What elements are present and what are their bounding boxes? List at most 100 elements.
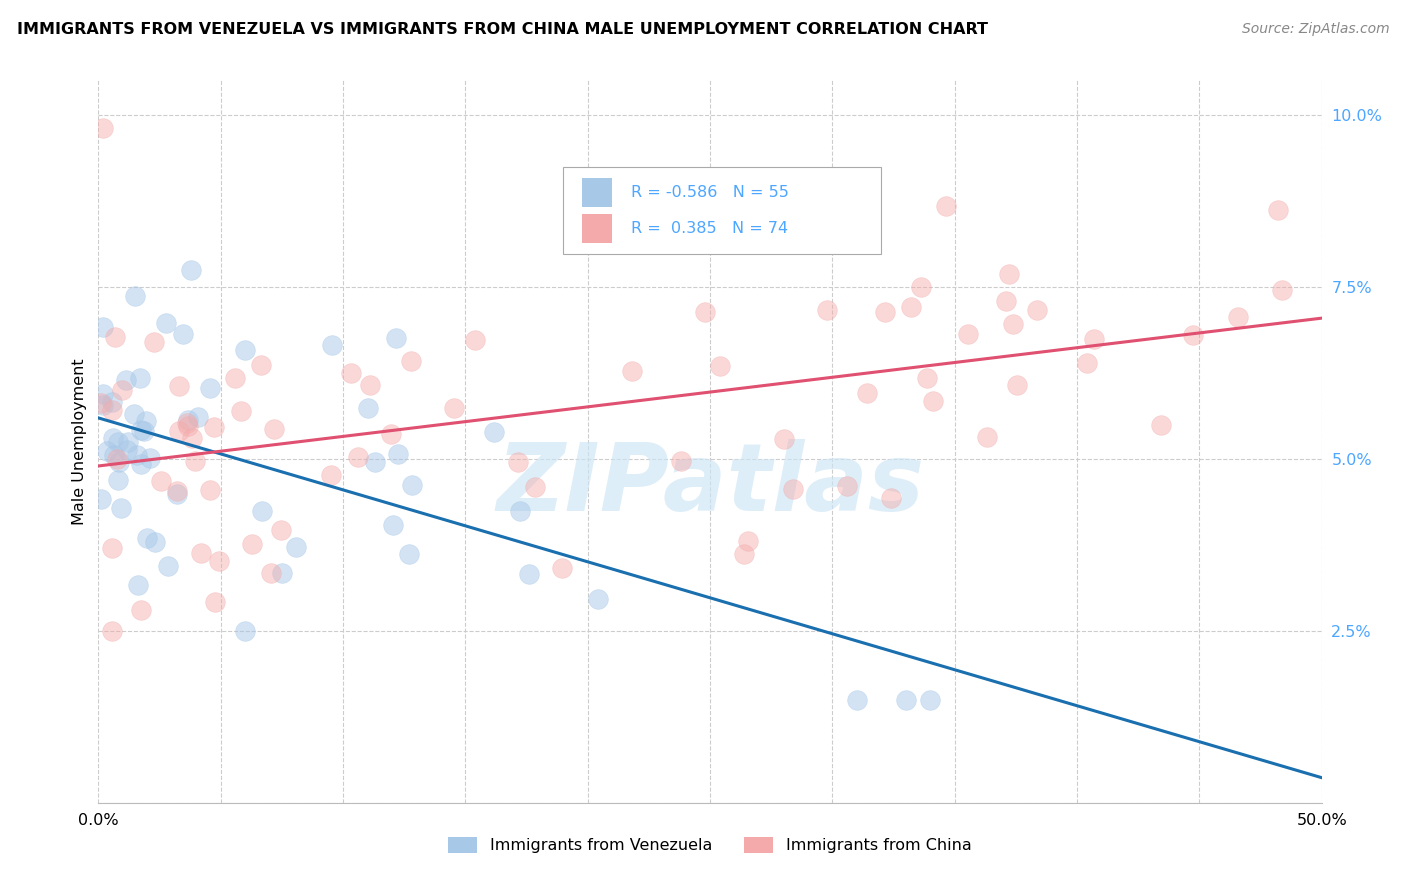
- Point: [204, 595, 226, 609]
- Point: [263, 422, 285, 436]
- Point: [894, 692, 917, 706]
- Point: [837, 479, 859, 493]
- Point: [856, 386, 879, 401]
- Point: [176, 416, 198, 430]
- Point: [101, 541, 124, 556]
- Point: [150, 475, 173, 489]
- Point: [956, 327, 979, 342]
- Point: [845, 692, 868, 706]
- Legend: Immigrants from Venezuela, Immigrants from China: Immigrants from Venezuela, Immigrants fr…: [441, 830, 979, 860]
- Point: [1025, 303, 1047, 318]
- Point: [101, 624, 124, 638]
- Point: [115, 442, 138, 457]
- Point: [90, 395, 112, 409]
- Point: [1076, 356, 1098, 370]
- Point: [671, 454, 693, 468]
- Point: [235, 624, 257, 639]
- Point: [198, 381, 221, 395]
- Point: [101, 394, 124, 409]
- Point: [103, 448, 125, 462]
- Text: IMMIGRANTS FROM VENEZUELA VS IMMIGRANTS FROM CHINA MALE UNEMPLOYMENT CORRELATION: IMMIGRANTS FROM VENEZUELA VS IMMIGRANTS …: [17, 22, 988, 37]
- Point: [737, 534, 759, 549]
- Text: Source: ZipAtlas.com: Source: ZipAtlas.com: [1241, 22, 1389, 37]
- Point: [385, 331, 408, 345]
- Point: [202, 420, 225, 434]
- Point: [184, 454, 207, 468]
- Point: [321, 338, 343, 352]
- Point: [399, 354, 422, 368]
- Point: [621, 364, 644, 378]
- Point: [155, 316, 177, 330]
- Point: [96, 443, 118, 458]
- Point: [340, 366, 363, 380]
- Point: [91, 398, 114, 412]
- Point: [482, 425, 505, 439]
- Point: [156, 559, 179, 574]
- Point: [259, 566, 281, 581]
- Point: [91, 387, 114, 401]
- Point: [115, 373, 138, 387]
- Point: [381, 517, 404, 532]
- Point: [107, 473, 129, 487]
- Point: [190, 546, 212, 560]
- Point: [401, 477, 423, 491]
- Point: [167, 378, 190, 392]
- Point: [900, 300, 922, 314]
- Point: [107, 434, 129, 449]
- Point: [270, 566, 292, 580]
- Bar: [582, 214, 612, 243]
- Point: [508, 455, 530, 469]
- Point: [817, 302, 839, 317]
- Point: [398, 547, 420, 561]
- Point: [994, 293, 1017, 308]
- Point: [110, 501, 132, 516]
- Point: [101, 430, 124, 444]
- Point: [129, 423, 152, 437]
- Point: [136, 531, 159, 545]
- Point: [166, 483, 188, 498]
- Point: [464, 333, 486, 347]
- Point: [177, 413, 200, 427]
- Text: R =  0.385   N = 74: R = 0.385 N = 74: [630, 221, 787, 235]
- Point: [240, 537, 263, 551]
- Point: [128, 370, 150, 384]
- Point: [111, 383, 134, 397]
- Point: [108, 455, 131, 469]
- Point: [364, 455, 387, 469]
- Point: [135, 414, 157, 428]
- Point: [129, 602, 152, 616]
- Point: [873, 304, 896, 318]
- Point: [910, 280, 932, 294]
- Point: [105, 452, 128, 467]
- Point: [695, 305, 717, 319]
- FancyBboxPatch shape: [564, 167, 882, 253]
- Point: [380, 427, 402, 442]
- Y-axis label: Male Unemployment: Male Unemployment: [72, 359, 87, 524]
- Point: [517, 567, 540, 582]
- Point: [782, 482, 804, 496]
- Point: [249, 358, 271, 372]
- Point: [1182, 327, 1205, 342]
- Point: [187, 409, 209, 424]
- Point: [733, 547, 755, 561]
- Point: [509, 504, 531, 518]
- Text: R = -0.586   N = 55: R = -0.586 N = 55: [630, 185, 789, 200]
- Point: [920, 692, 942, 706]
- Point: [321, 468, 343, 483]
- Point: [91, 320, 114, 334]
- Point: [915, 371, 938, 385]
- Point: [180, 263, 202, 277]
- Point: [346, 450, 368, 464]
- Point: [176, 418, 198, 433]
- Point: [233, 343, 256, 358]
- Point: [101, 403, 124, 417]
- Point: [551, 561, 574, 575]
- Point: [1083, 332, 1105, 346]
- Point: [1150, 417, 1173, 432]
- Point: [586, 592, 609, 607]
- Point: [224, 371, 246, 385]
- Point: [124, 289, 146, 303]
- Point: [125, 448, 148, 462]
- Point: [167, 425, 190, 439]
- Point: [180, 431, 202, 445]
